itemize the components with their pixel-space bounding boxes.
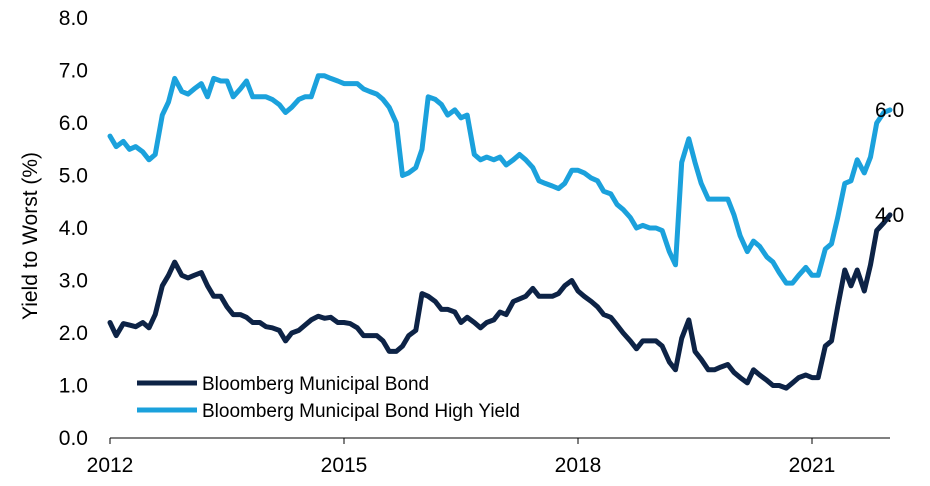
y-tick-label: 6.0 bbox=[59, 112, 88, 135]
y-axis-title: Yield to Worst (%) bbox=[19, 152, 42, 320]
y-tick-label: 4.0 bbox=[59, 217, 88, 240]
legend: Bloomberg Municipal Bond Bloomberg Munici… bbox=[137, 374, 520, 422]
legend-label: Bloomberg Municipal Bond High Yield bbox=[202, 401, 520, 422]
series-lines bbox=[107, 73, 893, 391]
y-tick-label: 0.0 bbox=[59, 427, 88, 450]
series-line-0 bbox=[107, 212, 893, 391]
x-tick-label: 2012 bbox=[87, 454, 134, 477]
end-labels: 4.0 6.0 bbox=[875, 99, 904, 227]
y-tick-label: 1.0 bbox=[59, 375, 88, 398]
legend-label: Bloomberg Municipal Bond bbox=[202, 374, 429, 395]
y-axis: 0.0 1.0 2.0 3.0 4.0 5.0 6.0 7.0 8.0 bbox=[59, 7, 88, 450]
x-tick-label: 2018 bbox=[555, 454, 602, 477]
series-end-label: 6.0 bbox=[875, 99, 904, 122]
y-tick-label: 8.0 bbox=[59, 7, 88, 30]
y-tick-label: 3.0 bbox=[59, 270, 88, 293]
y-tick-label: 7.0 bbox=[59, 60, 88, 83]
series-line-1 bbox=[107, 73, 893, 286]
x-axis: 2012 2015 2018 2021 bbox=[87, 437, 890, 477]
x-tick-label: 2015 bbox=[321, 454, 368, 477]
series-end-label: 4.0 bbox=[875, 204, 904, 227]
x-tick-label: 2021 bbox=[789, 454, 836, 477]
y-tick-label: 2.0 bbox=[59, 322, 88, 345]
y-tick-label: 5.0 bbox=[59, 165, 88, 188]
